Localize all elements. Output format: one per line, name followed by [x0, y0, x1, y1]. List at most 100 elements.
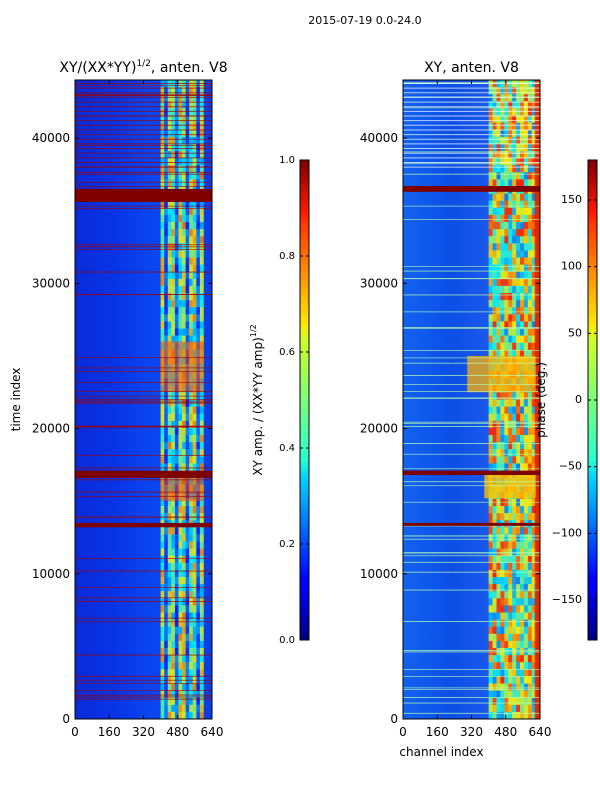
- heatmap-cell: [185, 626, 190, 635]
- heatmap-cell: [182, 335, 186, 343]
- heatmap-cell: [199, 278, 204, 287]
- heatmap-cell: [160, 335, 165, 343]
- heatmap-cell: [174, 165, 179, 173]
- heatmap-cell: [500, 342, 505, 351]
- heatmap-cell: [488, 342, 493, 351]
- heatmap-cell: [199, 548, 204, 556]
- heatmap-cell: [523, 399, 529, 407]
- heatmap-cell: [182, 456, 186, 464]
- heatmap-cell: [171, 108, 176, 116]
- heatmap-cell: [527, 562, 533, 571]
- heatmap-cell: [167, 300, 172, 308]
- heatmap-cell: [500, 200, 505, 209]
- heatmap-cell: [192, 158, 197, 166]
- heatmap-cell: [516, 449, 521, 457]
- heatmap-cell: [185, 406, 190, 414]
- heatmap-cell: [527, 236, 533, 244]
- heatmap-cell: [531, 179, 537, 187]
- heatmap-cell: [516, 669, 521, 677]
- heatmap-cell: [164, 506, 169, 514]
- heatmap-cell: [196, 690, 201, 698]
- heatmap-cell: [182, 129, 186, 138]
- heatmap-cell: [516, 250, 521, 258]
- figure-suptitle: 2015-07-19 0.0-24.0: [308, 14, 422, 27]
- heatmap-cell: [174, 143, 179, 152]
- heatmap-cell: [196, 669, 201, 677]
- heatmap-cell: [496, 598, 501, 606]
- heatmap-cell: [178, 285, 183, 294]
- colorbar-tick-label: 0.0: [279, 635, 295, 646]
- heatmap-cell: [496, 108, 501, 116]
- heatmap-cell: [504, 690, 509, 698]
- heatmap-cell: [192, 413, 197, 422]
- heatmap-cell: [523, 136, 529, 145]
- heatmap-cell: [174, 108, 179, 116]
- heatmap-cell: [527, 676, 533, 684]
- heatmap-cell: [527, 342, 533, 351]
- heatmap-cell: [523, 442, 529, 450]
- heatmap-cell: [192, 321, 197, 329]
- heatmap-cell: [178, 506, 183, 514]
- heatmap-cell: [174, 569, 179, 578]
- heatmap-cell: [523, 697, 529, 706]
- heatmap-cell: [527, 683, 533, 691]
- heatmap-cell: [500, 328, 505, 336]
- heatmap-cell: [171, 463, 176, 471]
- heatmap-cell: [199, 463, 204, 471]
- heatmap-cell: [189, 697, 194, 706]
- heatmap-cell: [488, 427, 493, 436]
- heatmap-cell: [174, 413, 179, 422]
- heatmap-cell: [512, 640, 517, 649]
- heatmap-cell: [160, 498, 165, 507]
- heatmap-cell: [496, 456, 501, 464]
- heatmap-cell: [516, 591, 521, 599]
- heatmap-cell: [527, 271, 533, 280]
- heatmap-cell: [523, 122, 529, 130]
- heatmap-cell: [508, 577, 513, 585]
- heatmap-cell: [531, 151, 537, 159]
- heatmap-cell: [189, 101, 194, 109]
- heatmap-cell: [520, 335, 525, 343]
- heatmap-cell: [523, 250, 529, 258]
- heatmap-cell: [192, 257, 197, 265]
- heatmap-cell: [531, 704, 537, 713]
- y-tick-label: 10000: [32, 567, 70, 581]
- heatmap-cell: [488, 626, 493, 635]
- heatmap-cell: [196, 548, 201, 556]
- heatmap-cell: [196, 172, 201, 180]
- heatmap-cell: [520, 328, 525, 336]
- heatmap-cell: [508, 435, 513, 443]
- heatmap-cell: [516, 506, 521, 514]
- heatmap-cell: [488, 591, 493, 599]
- heatmap-cell: [167, 328, 172, 336]
- heatmap-cell: [500, 264, 505, 272]
- heatmap-cell: [504, 278, 509, 287]
- heatmap-cell: [185, 307, 190, 315]
- heatmap-cell: [492, 541, 497, 549]
- heatmap-cell: [199, 605, 204, 613]
- heatmap-cell: [500, 115, 505, 123]
- heatmap-cell: [196, 562, 201, 571]
- heatmap-cell: [512, 257, 517, 265]
- active-channel-region: [488, 80, 537, 720]
- heatmap-cell: [508, 214, 513, 223]
- heatmap-cell: [189, 527, 194, 535]
- heatmap-cell: [182, 442, 186, 450]
- heatmap-cell: [508, 307, 513, 315]
- heatmap-cell: [523, 655, 529, 663]
- heatmap-cell: [512, 179, 517, 187]
- heatmap-cell: [500, 349, 505, 358]
- heatmap-cell: [182, 222, 186, 230]
- heatmap-cell: [512, 207, 517, 216]
- heatmap-cell: [523, 193, 529, 201]
- heatmap-cell: [167, 683, 172, 691]
- heatmap-cell: [531, 619, 537, 627]
- heatmap-cell: [171, 591, 176, 599]
- heatmap-cell: [174, 506, 179, 514]
- heatmap-cell: [192, 115, 197, 123]
- heatmap-cell: [199, 562, 204, 571]
- heatmap-cell: [523, 115, 529, 123]
- heatmap-cell: [178, 435, 183, 443]
- heatmap-cell: [500, 527, 505, 535]
- heatmap-cell: [174, 335, 179, 343]
